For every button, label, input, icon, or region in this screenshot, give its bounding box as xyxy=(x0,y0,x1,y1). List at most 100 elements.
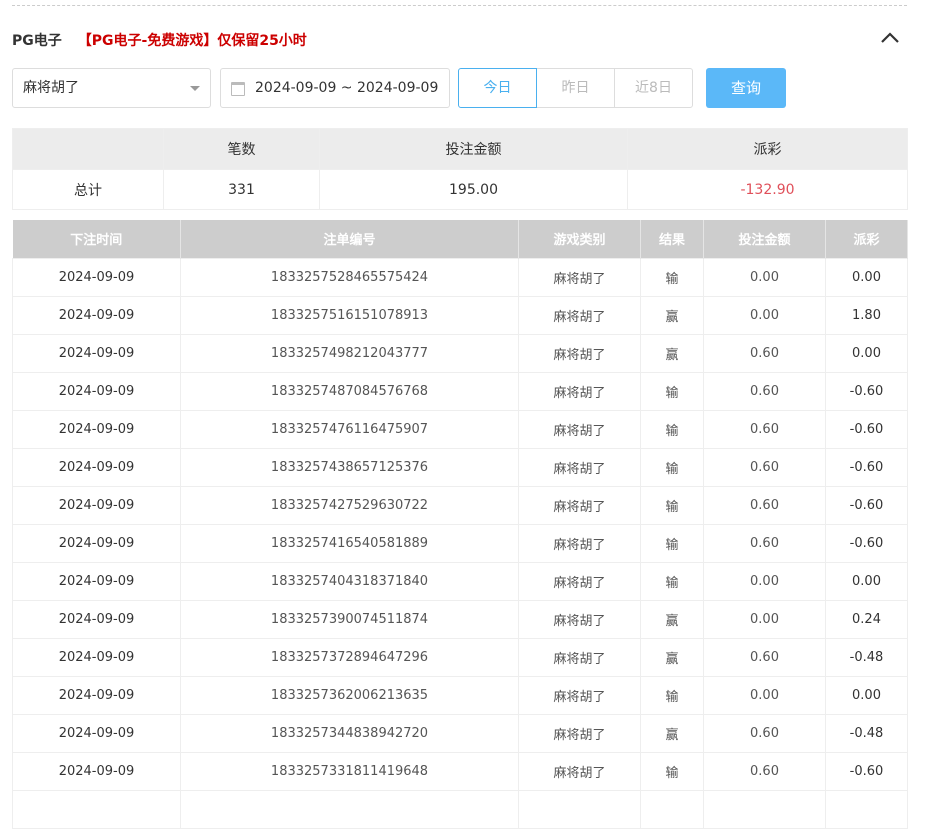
payout: -0.48 xyxy=(825,713,908,753)
summary-bet-amount: 195.00 xyxy=(319,169,628,210)
bet-id: 1833257528465575424 xyxy=(180,257,519,297)
game-type: 麻将胡了 xyxy=(518,333,641,373)
bet-time: 2024-09-09 xyxy=(12,295,181,335)
bet-time: 2024-09-09 xyxy=(12,523,181,563)
table-row: 2024-09-09 1833257416540581889 麻将胡了输 0.60 -0… xyxy=(12,523,908,563)
header-payout: 派彩 xyxy=(825,220,908,258)
summary-header-row: 笔数 投注金额 派彩 xyxy=(12,128,908,170)
result: 输 xyxy=(640,523,704,563)
summary-header xyxy=(12,128,164,170)
bet-amount: 0.60 xyxy=(703,523,826,563)
table-row: 2024-09-09 1833257344838942720 麻将胡了赢 0.60 -0… xyxy=(12,713,908,753)
summary-total-row: 总计 331 195.00 -132.90 xyxy=(12,169,908,210)
payout: -0.60 xyxy=(825,751,908,791)
yesterday-button[interactable]: 昨日 xyxy=(536,68,615,108)
result: 输 xyxy=(640,257,704,297)
summary-table: 笔数 投注金额 派彩 总计 331 195.00 -132.90 xyxy=(12,128,908,210)
result: 赢 xyxy=(640,295,704,335)
game-type: 麻将胡了 xyxy=(518,561,641,601)
bet-id: 1833257487084576768 xyxy=(180,371,519,411)
bet-time: 2024-09-09 xyxy=(12,409,181,449)
payout: -0.60 xyxy=(825,485,908,525)
caret-down-icon xyxy=(190,86,200,96)
result: 输 xyxy=(640,409,704,449)
payout: 0.00 xyxy=(825,675,908,715)
bet-time: 2024-09-09 xyxy=(12,675,181,715)
date-range-input[interactable]: 2024-09-09 ~ 2024-09-09 xyxy=(220,68,450,108)
bet-id: 1833257331811419648 xyxy=(180,751,519,791)
table-row: 2024-09-09 1833257528465575424 麻将胡了输 0.00 0.… xyxy=(12,257,908,297)
bet-amount: 0.00 xyxy=(703,599,826,639)
bet-id: 1833257427529630722 xyxy=(180,485,519,525)
table-row: 2024-09-09 1833257498212043777 麻将胡了赢 0.60 0.… xyxy=(12,333,908,373)
bet-amount: 0.60 xyxy=(703,371,826,411)
divider xyxy=(12,5,907,6)
chevron-up-icon[interactable] xyxy=(878,26,902,50)
bet-amount: 0.60 xyxy=(703,751,826,791)
payout: 0.00 xyxy=(825,257,908,297)
result: 赢 xyxy=(640,713,704,753)
bet-id: 1833257344838942720 xyxy=(180,713,519,753)
summary-header: 派彩 xyxy=(627,128,908,170)
payout: 0.00 xyxy=(825,561,908,601)
table-row: 2024-09-09 1833257438657125376 麻将胡了输 0.60 -0… xyxy=(12,447,908,487)
query-button[interactable]: 查询 xyxy=(706,68,786,108)
table-row: 2024-09-09 1833257516151078913 麻将胡了赢 0.00 1.… xyxy=(12,295,908,335)
today-button[interactable]: 今日 xyxy=(458,68,537,108)
payout: -0.60 xyxy=(825,447,908,487)
header-bet-time: 下注时间 xyxy=(12,220,181,258)
game-type: 麻将胡了 xyxy=(518,675,641,715)
game-type: 麻将胡了 xyxy=(518,447,641,487)
section-header: PG电子 【PG电子-免费游戏】仅保留25小时 xyxy=(12,30,307,50)
payout: 0.00 xyxy=(825,333,908,373)
summary-label: 总计 xyxy=(12,169,164,210)
game-type: 麻将胡了 xyxy=(518,637,641,677)
bet-id: 1833257390074511874 xyxy=(180,599,519,639)
game-type: 麻将胡了 xyxy=(518,371,641,411)
game-select-value: 麻将胡了 xyxy=(23,80,79,96)
payout: -0.60 xyxy=(825,523,908,563)
result: 输 xyxy=(640,447,704,487)
bet-time: 2024-09-09 xyxy=(12,485,181,525)
header-game-type: 游戏类别 xyxy=(518,220,641,258)
payout: -0.60 xyxy=(825,409,908,449)
bet-time: 2024-09-09 xyxy=(12,713,181,753)
result: 输 xyxy=(640,751,704,791)
bet-time: 2024-09-09 xyxy=(12,561,181,601)
bet-id: 1833257438657125376 xyxy=(180,447,519,487)
quick-date-group: 今日 昨日 近8日 xyxy=(458,68,693,108)
date-range-value: 2024-09-09 ~ 2024-09-09 xyxy=(255,80,439,96)
retention-notice: 【PG电子-免费游戏】仅保留25小时 xyxy=(77,33,307,49)
bet-amount: 0.60 xyxy=(703,485,826,525)
bet-amount: 0.60 xyxy=(703,447,826,487)
result: 输 xyxy=(640,675,704,715)
table-row: 2024-09-09 1833257331811419648 麻将胡了输 0.60 -0… xyxy=(12,751,908,791)
last-8-days-button[interactable]: 近8日 xyxy=(614,68,693,108)
bet-amount: 0.60 xyxy=(703,409,826,449)
payout: 0.24 xyxy=(825,599,908,639)
game-type: 麻将胡了 xyxy=(518,485,641,525)
bet-time: 2024-09-09 xyxy=(12,599,181,639)
header-result: 结果 xyxy=(640,220,704,258)
game-select[interactable]: 麻将胡了 xyxy=(12,68,211,108)
payout: -0.48 xyxy=(825,637,908,677)
bet-amount: 0.60 xyxy=(703,637,826,677)
table-row: 2024-09-09 1833257390074511874 麻将胡了赢 0.00 0.… xyxy=(12,599,908,639)
bet-amount: 0.60 xyxy=(703,333,826,373)
bet-id: 1833257476116475907 xyxy=(180,409,519,449)
table-row: 2024-09-09 1833257487084576768 麻将胡了输 0.60 -0… xyxy=(12,371,908,411)
bet-amount: 0.00 xyxy=(703,295,826,335)
bet-time: 2024-09-09 xyxy=(12,751,181,791)
bet-id: 1833257362006213635 xyxy=(180,675,519,715)
bet-time: 2024-09-09 xyxy=(12,371,181,411)
result: 赢 xyxy=(640,637,704,677)
payout: -0.60 xyxy=(825,371,908,411)
bet-id: 1833257372894647296 xyxy=(180,637,519,677)
result: 赢 xyxy=(640,599,704,639)
table-row: 2024-09-09 1833257476116475907 麻将胡了输 0.60 -0… xyxy=(12,409,908,449)
bet-amount: 0.00 xyxy=(703,561,826,601)
table-row: 2024-09-09 1833257404318371840 麻将胡了输 0.00 0.… xyxy=(12,561,908,601)
game-type: 麻将胡了 xyxy=(518,523,641,563)
table-row: 2024-09-09 1833257372894647296 麻将胡了赢 0.60 -0… xyxy=(12,637,908,677)
result: 赢 xyxy=(640,333,704,373)
